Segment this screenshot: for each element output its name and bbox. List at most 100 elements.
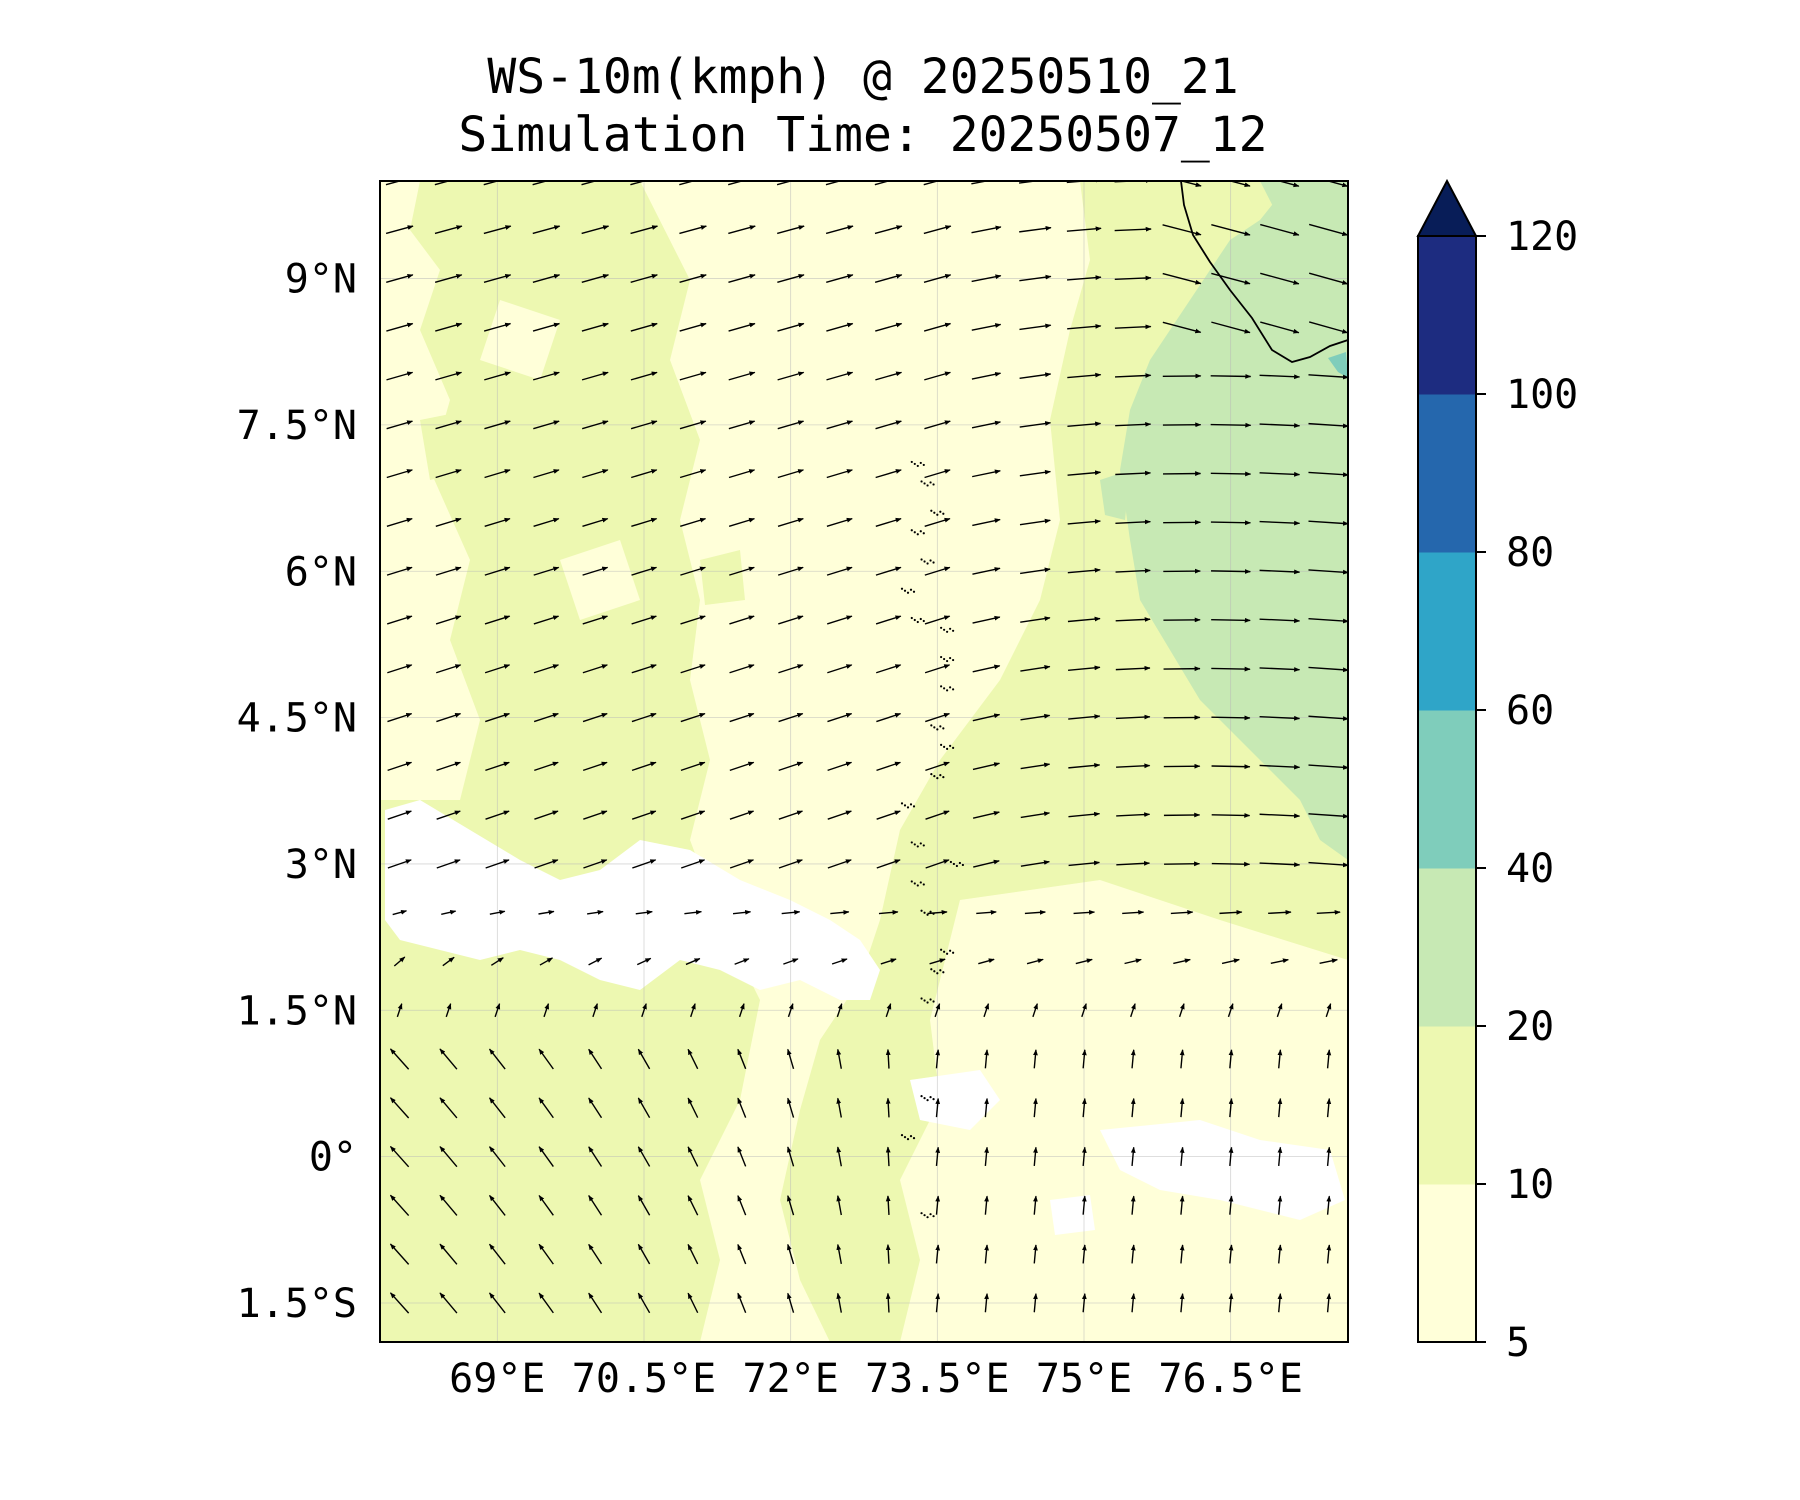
wind-arrow	[436, 712, 462, 723]
atoll-dot	[912, 1137, 916, 1140]
wind-arrow	[836, 1195, 843, 1216]
atoll-dot	[913, 843, 916, 846]
wind-arrow	[1115, 373, 1152, 378]
atoll-dot	[946, 952, 949, 955]
wind-arrow	[787, 1048, 795, 1069]
wind-arrow	[935, 1049, 941, 1069]
wind-arrow	[1081, 1146, 1087, 1166]
wind-arrow	[777, 420, 805, 430]
wind-arrow	[978, 958, 995, 965]
wind-arrow	[679, 322, 707, 332]
wind-arrow	[1081, 1244, 1087, 1264]
wind-arrow	[1211, 272, 1251, 285]
coastline	[1180, 181, 1348, 378]
wind-arrow	[483, 322, 512, 332]
wind-arrow	[1179, 1293, 1185, 1313]
wind-arrow	[876, 810, 901, 820]
atoll-dot	[943, 687, 946, 690]
wind-arrow	[728, 273, 756, 283]
wind-arrow	[1032, 1003, 1038, 1018]
wind-arrow	[1211, 666, 1251, 672]
atoll-dot	[920, 909, 923, 912]
atoll-dot	[936, 728, 939, 731]
wind-arrow	[972, 664, 1001, 673]
atoll-dot	[923, 1214, 926, 1217]
atoll-dot	[926, 484, 929, 487]
wind-arrow	[1277, 1244, 1283, 1264]
wind-arrow	[588, 1146, 603, 1167]
wind-arrow	[874, 181, 903, 186]
atoll-dot	[906, 591, 910, 594]
wind-arrow	[1116, 763, 1151, 769]
wind-arrow	[935, 1244, 941, 1264]
wind-arrow	[1130, 1341, 1136, 1342]
wind-arrow	[637, 1048, 651, 1070]
wind-arrow	[1259, 471, 1301, 477]
wind-arrow	[592, 1003, 598, 1018]
wind-arrow	[737, 1146, 747, 1167]
wind-arrow	[435, 420, 462, 430]
wind-arrow	[1228, 1195, 1234, 1215]
wind-arrow	[1067, 567, 1101, 574]
wind-arrow	[687, 1292, 699, 1314]
field-patch-7	[1260, 181, 1348, 260]
wind-arrow	[1033, 1244, 1038, 1264]
wind-arrow	[1270, 958, 1289, 965]
wind-arrow	[533, 712, 559, 723]
wind-arrow	[1268, 909, 1292, 915]
colorbar-tick-label: 20	[1506, 1004, 1554, 1050]
wind-arrow	[687, 1243, 699, 1265]
wind-arrow	[836, 1292, 843, 1313]
atoll-dot	[910, 616, 913, 620]
wind-arrow	[534, 761, 559, 772]
atoll-dot	[943, 745, 946, 748]
lat-tick-label: 7.5°N	[237, 403, 357, 449]
atoll-dot	[913, 882, 916, 885]
wind-arrow	[483, 181, 512, 186]
atoll-dot	[922, 463, 925, 467]
wind-arrow	[635, 909, 653, 915]
wind-arrow	[1020, 860, 1050, 867]
wind-arrow	[1210, 471, 1252, 477]
wind-arrow	[435, 615, 462, 625]
wind-arrow	[927, 909, 948, 915]
wind-arrow	[728, 181, 756, 186]
colorbar-tick-label: 120	[1506, 214, 1578, 260]
colorbar-segment	[1418, 236, 1476, 395]
wind-arrow	[489, 909, 506, 915]
wind-arrow	[1066, 275, 1102, 281]
wind-arrow	[1277, 1097, 1283, 1118]
wind-arrow	[1033, 1293, 1038, 1313]
wind-arrow	[637, 1243, 651, 1265]
wind-arrow	[1319, 958, 1338, 964]
wind-arrow	[1227, 1003, 1234, 1018]
wind-arrow	[386, 517, 413, 527]
wind-arrow	[1033, 1097, 1038, 1118]
wind-arrow	[630, 181, 659, 186]
atoll-dot	[949, 744, 952, 747]
wind-arrow	[532, 225, 561, 235]
latitude-axis: 9°N 7.5°N 6°N 4.5°N 3°N 1.5°N 0° 1.5°S	[237, 257, 357, 1327]
wind-arrow	[1019, 323, 1052, 331]
atoll-dot	[961, 863, 964, 867]
atoll-dot	[919, 842, 922, 845]
atoll-dot	[923, 999, 926, 1002]
wind-arrow	[984, 1293, 989, 1313]
atoll-dot	[916, 533, 919, 536]
lon-tick-label: 69°E	[449, 1356, 545, 1402]
atoll-dot	[919, 530, 922, 533]
atoll-dot	[909, 588, 913, 591]
wind-arrow	[533, 517, 560, 527]
atoll-dot	[943, 628, 946, 631]
wind-arrow	[581, 371, 609, 381]
wind-arrow	[583, 810, 608, 820]
wind-arrow	[484, 371, 511, 381]
wind-arrow	[630, 225, 659, 235]
wind-arrow	[631, 810, 657, 820]
wind-arrow	[875, 566, 902, 576]
map-area	[380, 181, 1348, 1342]
wind-arrow	[396, 1003, 403, 1018]
wind-arrow	[630, 371, 658, 381]
wind-arrow	[690, 1003, 696, 1018]
wind-arrow	[924, 469, 951, 479]
